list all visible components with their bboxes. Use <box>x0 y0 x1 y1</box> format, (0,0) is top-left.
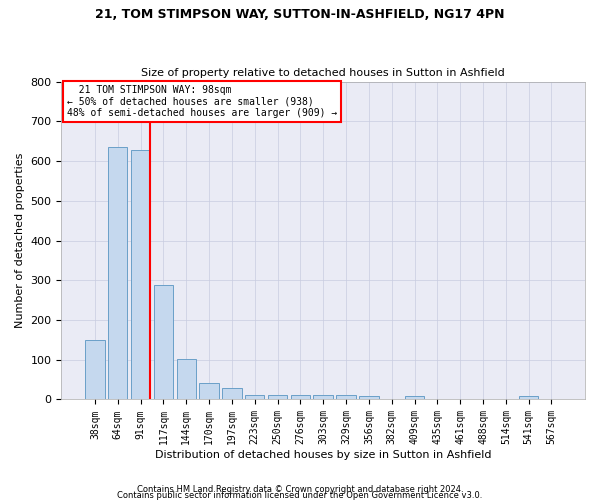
X-axis label: Distribution of detached houses by size in Sutton in Ashfield: Distribution of detached houses by size … <box>155 450 491 460</box>
Text: 21, TOM STIMPSON WAY, SUTTON-IN-ASHFIELD, NG17 4PN: 21, TOM STIMPSON WAY, SUTTON-IN-ASHFIELD… <box>95 8 505 20</box>
Title: Size of property relative to detached houses in Sutton in Ashfield: Size of property relative to detached ho… <box>142 68 505 78</box>
Bar <box>359 396 379 400</box>
Bar <box>154 285 173 400</box>
Bar <box>108 147 127 400</box>
Bar <box>405 396 424 400</box>
Bar <box>199 383 219 400</box>
Text: Contains public sector information licensed under the Open Government Licence v3: Contains public sector information licen… <box>118 491 482 500</box>
Bar <box>519 396 538 400</box>
Bar <box>222 388 242 400</box>
Bar <box>337 396 356 400</box>
Bar <box>85 340 104 400</box>
Text: Contains HM Land Registry data © Crown copyright and database right 2024.: Contains HM Land Registry data © Crown c… <box>137 484 463 494</box>
Text: 21 TOM STIMPSON WAY: 98sqm  
← 50% of detached houses are smaller (938)
48% of s: 21 TOM STIMPSON WAY: 98sqm ← 50% of deta… <box>67 84 337 118</box>
Y-axis label: Number of detached properties: Number of detached properties <box>15 153 25 328</box>
Bar <box>290 396 310 400</box>
Bar <box>313 396 333 400</box>
Bar <box>131 150 150 400</box>
Bar <box>245 394 265 400</box>
Bar <box>268 394 287 400</box>
Bar <box>176 358 196 400</box>
